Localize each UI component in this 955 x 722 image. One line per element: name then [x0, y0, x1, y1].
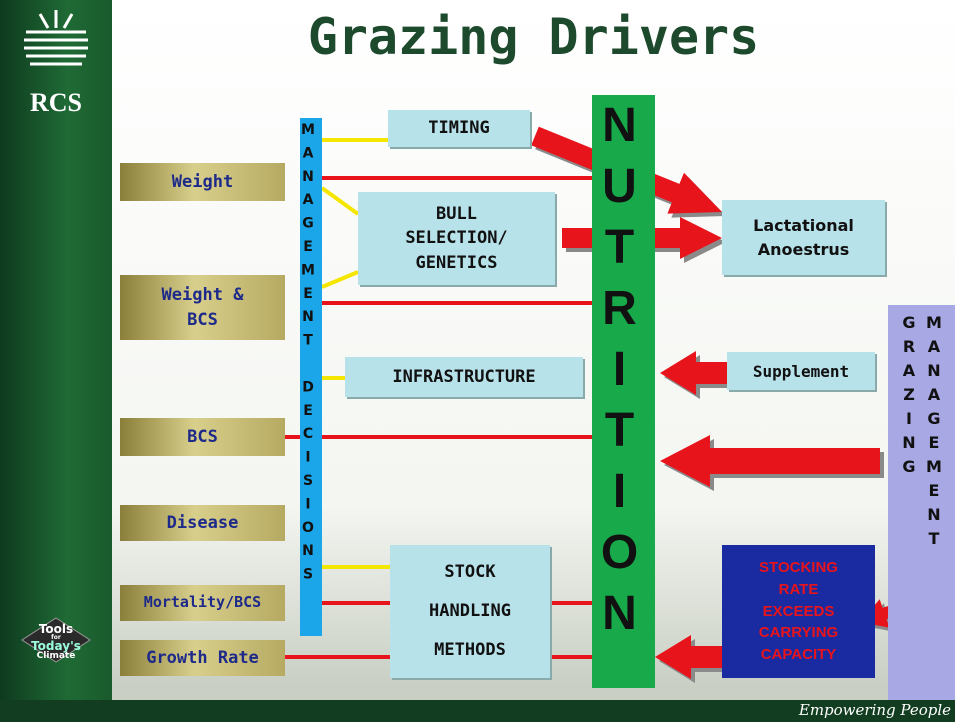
arrow	[660, 435, 880, 487]
outcome-box-line: Weight &	[161, 284, 244, 305]
outcome-box: Disease	[120, 505, 285, 541]
outcome-box-line: Weight	[171, 171, 234, 192]
grazing-column: GRAZING	[899, 313, 919, 481]
badge-line: for	[51, 634, 61, 642]
stocking-box-line: RATE	[778, 580, 819, 598]
driver-box-line: INFRASTRUCTURE	[392, 366, 536, 387]
driver-box: STOCK HANDLING METHODS	[390, 545, 550, 678]
outcome-box-line: Mortality/BCS	[143, 593, 262, 612]
badge: Tools for Today's Climate	[22, 622, 90, 662]
driver-box-line: GENETICS	[415, 252, 498, 273]
driver-box-line: TIMING	[428, 118, 490, 139]
driver-box-line: SELECTION/	[405, 228, 508, 249]
footer-wrap: Empowering People	[799, 701, 951, 719]
driver-box-line: METHODS	[434, 640, 506, 661]
badge-line: Today's	[31, 639, 81, 654]
badge-shape	[21, 617, 91, 663]
sidebar	[0, 0, 112, 722]
outcome-box: Weight	[120, 163, 285, 201]
management-text: MANAGEMENT DECISIONS	[300, 122, 316, 590]
footer-bar	[0, 700, 955, 722]
stocking-box-line: EXCEEDS	[762, 602, 835, 620]
stocking-box-line: CARRYING	[758, 624, 839, 642]
stocking-box-line: STOCKING	[759, 559, 838, 577]
outcome-box-line: BCS	[187, 426, 218, 447]
arrow	[660, 351, 727, 395]
logo-text: RCS	[29, 88, 82, 117]
management-bar: MANAGEMENT DECISIONS	[300, 118, 322, 636]
title: Grazing Drivers	[307, 8, 760, 66]
outcome-box: Growth Rate	[120, 640, 285, 676]
driver-box: INFRASTRUCTURE	[345, 357, 583, 397]
red-lines	[285, 176, 592, 659]
supplement-text: Supplement	[752, 361, 850, 381]
title-wrap: Grazing Drivers	[112, 8, 955, 66]
arrow	[655, 635, 722, 679]
badge-line: Climate	[36, 651, 76, 662]
nutrition-bar: NUTRITION	[592, 95, 655, 688]
driver-box: TIMING	[388, 110, 530, 147]
outcome-box-line: Disease	[166, 512, 239, 533]
driver-box-line: HANDLING	[429, 600, 511, 621]
nutrition-text: NUTRITION	[593, 99, 646, 648]
footer-text: Empowering People	[798, 701, 951, 719]
grazing-column: MANAGEMENT	[924, 313, 944, 553]
lactational-box-line: Anoestrus	[757, 239, 850, 259]
logo: RCS	[0, 88, 112, 118]
lactational-box: Lactational Anoestrus	[722, 200, 885, 275]
driver-box-line: STOCK	[444, 561, 496, 582]
lactational-box-line: Lactational	[753, 216, 854, 236]
outcome-box: BCS	[120, 418, 285, 456]
outcome-box-line: Growth Rate	[146, 647, 259, 668]
outcome-box: Mortality/BCS	[120, 585, 285, 621]
grazing-bar: GRAZING MANAGEMENT	[888, 305, 955, 700]
stocking-box-line: CAPACITY	[760, 646, 837, 664]
outcome-box: Weight & BCS	[120, 275, 285, 340]
outcome-box-line: BCS	[187, 309, 218, 330]
logo-rays	[24, 10, 88, 66]
stocking-box: STOCKING RATE EXCEEDS CARRYING CAPACITY	[722, 545, 875, 678]
badge-line: Tools	[38, 622, 74, 636]
supplement-box: Supplement	[727, 352, 875, 390]
yellow-lines	[320, 138, 390, 569]
driver-box: BULL SELECTION/GENETICS	[358, 192, 555, 285]
driver-box-line: BULL	[436, 203, 477, 224]
